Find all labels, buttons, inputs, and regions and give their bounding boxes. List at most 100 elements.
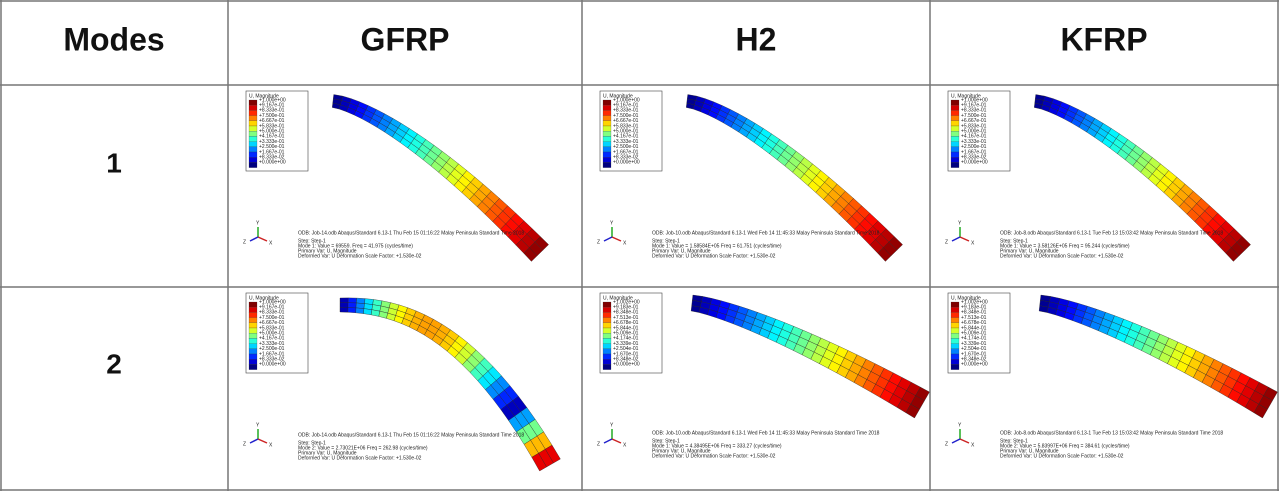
legend-swatch [951,349,959,354]
legend-swatch [603,100,611,105]
triad-label: Y [610,220,614,226]
page: Modes GFRP H2 KFRP 1 2 U, Magnitude+1.00… [0,0,1279,491]
legend-swatch [603,136,611,141]
legend-swatch [951,333,959,338]
legend-swatch [603,333,611,338]
legend-swatch [951,354,959,359]
odb-info: ODB: Job-10.odb Abaqus/Standard 6.13-1 W… [652,430,880,436]
legend-swatch [249,338,257,343]
beam-element [363,309,371,315]
mode-label: 2 [106,348,122,379]
step-info: Deformed Var: U Deformation Scale Factor… [1000,253,1124,259]
legend-swatch [951,131,959,136]
triad-label: X [623,442,627,448]
beam-element [340,303,348,308]
triad-axis [960,439,969,443]
legend-swatch [603,147,611,152]
legend-swatch [951,338,959,343]
legend-value: +0.000e+00 [259,362,286,368]
legend-swatch [249,147,257,152]
triad-axis [612,439,621,443]
legend-swatch [249,302,257,307]
legend-swatch [249,157,257,162]
odb-info: ODB: Job-14.odb Abaqus/Standard 6.13-1 T… [298,230,524,236]
legend-swatch [951,328,959,333]
legend-swatch [249,126,257,131]
legend-swatch [249,131,257,136]
triad-axis [604,237,612,241]
legend-swatch [249,312,257,317]
triad-label: Y [958,422,962,428]
triad-axis [258,237,267,241]
triad-label: X [269,442,273,448]
legend-swatch [249,307,257,312]
legend-swatch [951,157,959,162]
legend-swatch [603,323,611,328]
triad-label: X [623,240,627,246]
header-cell: KFRP [1060,21,1147,57]
legend-swatch [603,359,611,364]
beam-element [356,303,364,309]
legend-swatch [951,136,959,141]
legend-swatch [951,312,959,317]
legend-swatch [951,147,959,152]
step-info: Deformed Var: U Deformation Scale Factor… [1000,453,1124,459]
legend-swatch [603,126,611,131]
beam-element [340,307,348,312]
legend-swatch [603,116,611,121]
triad-label: Y [256,422,260,428]
triad-label: Z [597,441,600,447]
triad-axis [952,237,960,241]
triad-axis [604,439,612,443]
triad-axis [258,439,267,443]
legend-swatch [951,307,959,312]
triad-axis [250,439,258,443]
odb-info: ODB: Job-14.odb Abaqus/Standard 6.13-1 T… [298,432,524,438]
legend-swatch [249,318,257,323]
triad-label: Y [958,220,962,226]
legend-value: +0.000e+00 [961,362,988,368]
legend-swatch [249,344,257,349]
triad-axis [612,237,621,241]
legend-swatch [249,152,257,157]
triad-axis [250,237,258,241]
triad-axis [952,439,960,443]
legend-swatch [249,328,257,333]
header-cell: GFRP [361,21,450,57]
odb-info: ODB: Job-10.odb Abaqus/Standard 6.13-1 W… [652,230,880,236]
legend-swatch [603,328,611,333]
legend-swatch [603,354,611,359]
legend-swatch [603,162,611,167]
legend-swatch [249,364,257,369]
legend-swatch [951,110,959,115]
legend-swatch [603,312,611,317]
legend-swatch [249,162,257,167]
triad-label: Y [256,220,260,226]
triad-label: X [971,240,975,246]
triad-label: Z [597,239,600,245]
triad-label: X [269,240,273,246]
mode-label: 1 [106,147,122,178]
legend-swatch [249,323,257,328]
legend-swatch [951,162,959,167]
triad-label: Z [945,441,948,447]
legend-swatch [951,100,959,105]
legend-swatch [951,323,959,328]
legend-swatch [603,307,611,312]
beam-element [348,303,356,308]
legend-swatch [951,116,959,121]
triad-label: Z [243,441,246,447]
legend-swatch [603,131,611,136]
legend-swatch [249,110,257,115]
legend-value: +0.000e+00 [259,160,286,166]
legend-swatch [951,359,959,364]
triad-label: Y [610,422,614,428]
odb-info: ODB: Job-8.odb Abaqus/Standard 6.13-1 Tu… [1000,430,1223,436]
legend-swatch [249,105,257,110]
legend-swatch [951,364,959,369]
beam-element [356,298,365,304]
legend-swatch [603,142,611,147]
legend-swatch [951,105,959,110]
beam-element [348,298,356,303]
legend-swatch [603,302,611,307]
